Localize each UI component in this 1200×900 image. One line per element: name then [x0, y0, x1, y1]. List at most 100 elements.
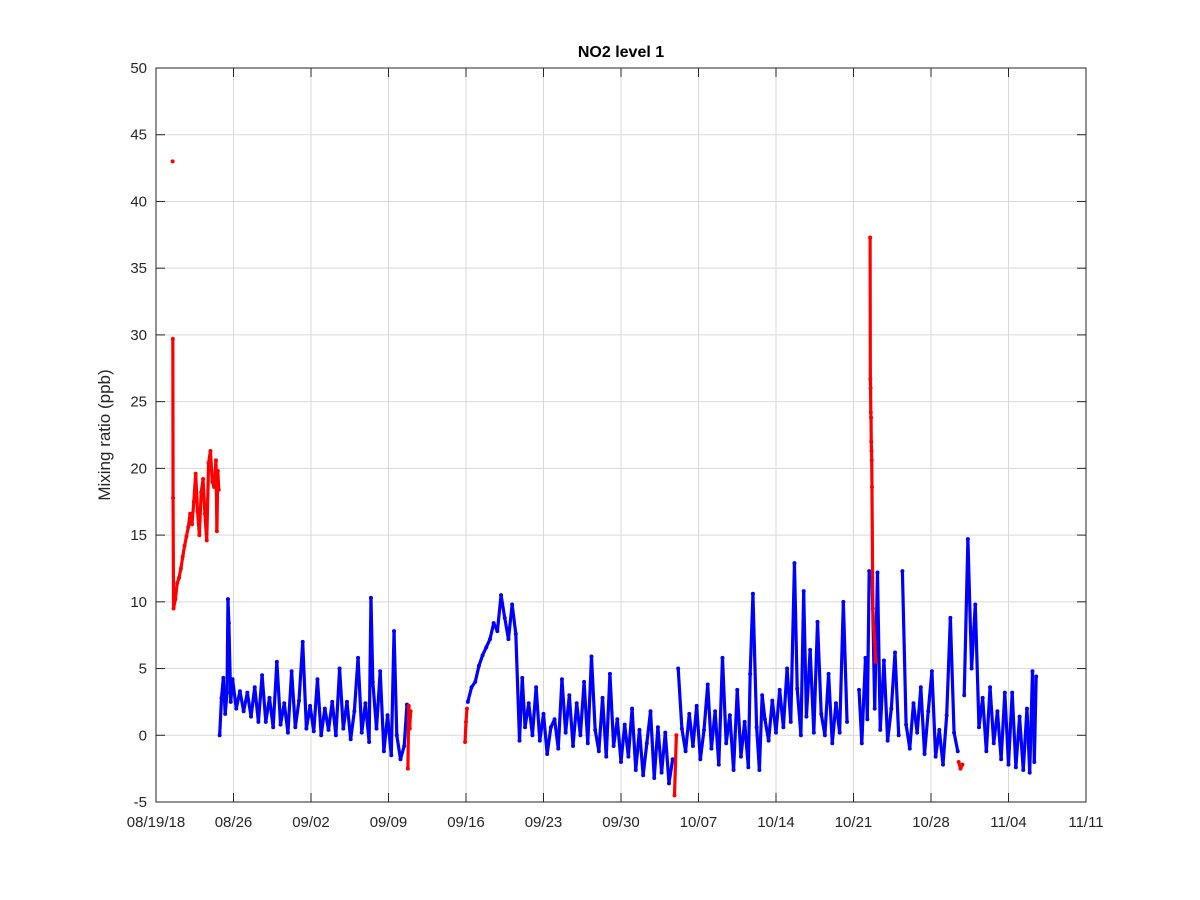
data-trace [941, 713, 949, 767]
data-trace [952, 731, 960, 753]
data-trace [369, 596, 375, 684]
data-trace [194, 472, 200, 513]
data-trace [966, 537, 974, 671]
data-trace [875, 570, 882, 732]
data-trace [260, 673, 268, 724]
data-point [873, 659, 878, 664]
data-trace [356, 656, 364, 735]
data-trace [398, 744, 406, 761]
data-trace [900, 569, 908, 727]
x-tick-label: 10/21 [835, 814, 873, 831]
data-trace [667, 757, 675, 785]
x-tick-label: 11/04 [990, 814, 1026, 831]
y-tick-label: -5 [134, 794, 147, 811]
data-trace [826, 672, 834, 745]
data-trace [275, 660, 283, 727]
data-trace [230, 677, 238, 711]
data-trace [190, 500, 196, 527]
data-trace [293, 698, 301, 729]
data-trace [179, 554, 185, 571]
data-trace [663, 731, 671, 785]
x-tick-label: 09/30 [602, 814, 640, 831]
data-trace [315, 677, 323, 737]
chart-title: NO2 level 1 [578, 44, 664, 61]
data-trace [395, 733, 403, 761]
data-point [464, 706, 469, 711]
data-trace [706, 682, 714, 751]
x-tick-label: 09/23 [525, 814, 563, 831]
data-trace [922, 709, 930, 756]
data-trace [872, 626, 877, 644]
data-point [408, 709, 413, 714]
data-trace [792, 561, 799, 691]
x-tick-label: 09/09 [370, 814, 408, 831]
data-trace [223, 690, 229, 716]
data-trace [349, 709, 356, 741]
x-tick-label: 09/02 [292, 814, 330, 831]
data-trace [948, 616, 956, 735]
data-trace [746, 672, 752, 769]
y-tick-label: 40 [130, 193, 147, 210]
data-trace [534, 685, 542, 743]
data-trace [608, 672, 616, 748]
data-trace [841, 600, 849, 724]
data-trace [672, 733, 678, 797]
data-trace [886, 706, 893, 743]
data-trace [871, 606, 876, 631]
data-trace [402, 702, 409, 748]
data-point [170, 159, 175, 164]
data-trace [301, 640, 308, 731]
y-tick-label: 20 [130, 460, 147, 477]
data-trace [392, 629, 399, 737]
ticks: 08/19/18 08/26 09/02 09/09 09/16 09/23 09/30 10… [127, 60, 1104, 831]
data-trace [290, 669, 297, 729]
data-trace [802, 589, 809, 719]
data-trace [473, 664, 481, 684]
data-trace [464, 706, 469, 724]
data-point [896, 733, 901, 738]
y-tick-label: 15 [130, 527, 147, 544]
data-trace [751, 592, 759, 729]
series-0000ff [217, 537, 1039, 786]
data-trace [873, 640, 878, 664]
data-trace [815, 620, 823, 716]
y-tick-label: 5 [139, 661, 147, 678]
data-trace [893, 650, 901, 737]
data-point [670, 757, 675, 762]
data-point [960, 762, 965, 767]
x-tick-label: 10/07 [680, 814, 718, 831]
y-tick-label: 50 [130, 60, 147, 77]
y-tick-label: 30 [130, 327, 147, 344]
grid [156, 68, 1086, 802]
data-trace [865, 569, 871, 721]
data-series [170, 159, 1039, 798]
data-trace [720, 656, 728, 745]
y-tick-label: 10 [130, 594, 147, 611]
data-trace [338, 666, 345, 731]
x-tick-label: 09/16 [447, 814, 485, 831]
data-trace [378, 669, 386, 753]
y-tick-label: 45 [130, 127, 147, 144]
data-trace [510, 602, 518, 636]
data-trace [735, 688, 743, 759]
data-trace [408, 709, 413, 731]
data-trace [676, 666, 684, 731]
data-trace [173, 581, 179, 601]
data-trace [520, 676, 527, 729]
data-trace [930, 669, 938, 759]
data-trace [882, 658, 890, 743]
data-trace [545, 725, 553, 756]
data-trace [695, 704, 702, 761]
data-trace [208, 449, 214, 484]
data-trace [466, 685, 474, 704]
data-trace [988, 685, 996, 745]
data-point [845, 719, 850, 724]
data-trace [760, 693, 767, 721]
data-trace [463, 720, 468, 744]
data-trace [205, 461, 211, 543]
data-point [955, 749, 960, 754]
data-trace [589, 654, 597, 732]
data-trace [218, 696, 224, 737]
data-trace [870, 485, 875, 611]
